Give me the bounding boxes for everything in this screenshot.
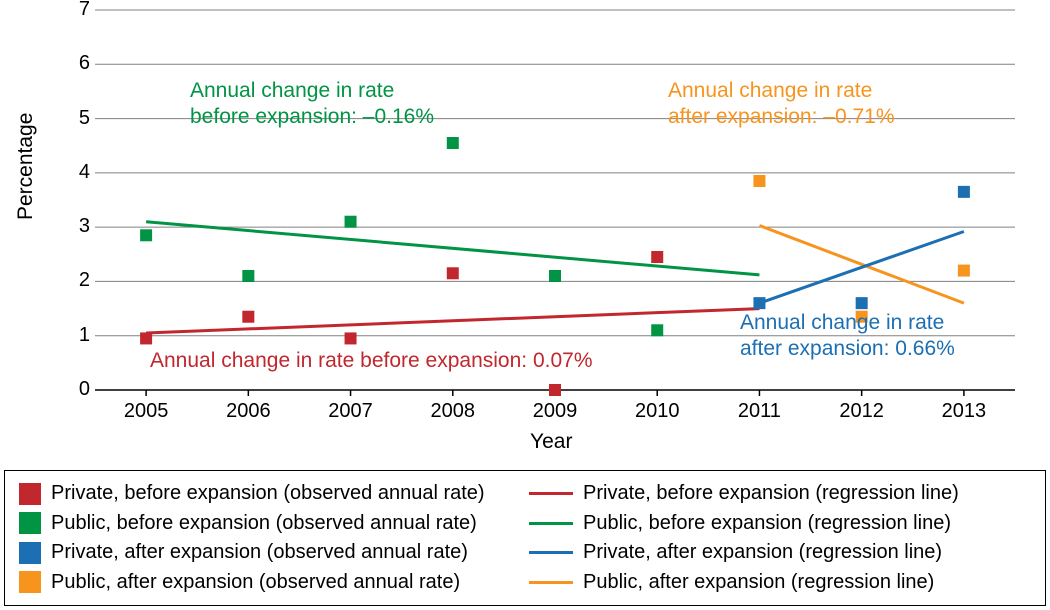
legend-square-icon (19, 512, 41, 534)
y-tick-label: 1 (60, 324, 90, 347)
x-tick-label: 2005 (116, 400, 176, 423)
x-tick-label: 2013 (934, 400, 994, 423)
point-public-before (651, 324, 663, 336)
legend-square-icon (19, 571, 41, 593)
annotation-ann-green: Annual change in rate before expansion: … (190, 78, 434, 131)
legend-label: Public, before expansion (regression lin… (583, 512, 951, 535)
x-tick-label: 2009 (525, 400, 585, 423)
x-tick-label: 2012 (832, 400, 892, 423)
point-public-before (549, 270, 561, 282)
legend-label: Public, after expansion (regression line… (583, 571, 934, 594)
legend-label: Private, before expansion (observed annu… (51, 482, 485, 505)
annotation-ann-red: Annual change in rate before expansion: … (150, 348, 593, 374)
point-private-after (753, 297, 765, 309)
chart-container: Percentage 0 1 2 3 4 5 6 7 2005 2006 2007 2008 2009… (0, 0, 1050, 460)
y-tick-label: 3 (60, 215, 90, 238)
legend-item: Public, after expansion (regression line… (529, 570, 1031, 596)
x-tick-label: 2011 (729, 400, 789, 423)
y-tick-label: 4 (60, 161, 90, 184)
legend-square-icon (19, 542, 41, 564)
legend-item: Private, after expansion (regression lin… (529, 540, 1031, 566)
y-tick-label: 6 (60, 52, 90, 75)
legend-line-icon (529, 522, 573, 525)
legend-item: Private, before expansion (regression li… (529, 481, 1031, 507)
legend-item: Public, after expansion (observed annual… (19, 570, 521, 596)
point-public-before (140, 229, 152, 241)
legend-square-icon (19, 483, 41, 505)
regline-public-before (146, 222, 759, 275)
legend-item: Private, before expansion (observed annu… (19, 481, 521, 507)
legend-label: Public, before expansion (observed annua… (51, 512, 477, 535)
legend-label: Private, after expansion (regression lin… (583, 541, 942, 564)
y-tick-label: 0 (60, 378, 90, 401)
x-tick-label: 2010 (627, 400, 687, 423)
legend-item: Public, before expansion (regression lin… (529, 511, 1031, 537)
legend-item: Public, before expansion (observed annua… (19, 511, 521, 537)
point-public-before (447, 137, 459, 149)
regline-private-before (146, 309, 759, 333)
point-private-before (242, 311, 254, 323)
x-tick-label: 2006 (218, 400, 278, 423)
y-axis-title: Percentage (14, 113, 38, 220)
point-private-before (549, 384, 561, 396)
legend-line-icon (529, 551, 573, 554)
point-public-before (345, 216, 357, 228)
point-private-before (651, 251, 663, 263)
y-tick-label: 2 (60, 269, 90, 292)
point-public-after (753, 175, 765, 187)
point-private-after (856, 297, 868, 309)
x-axis-title: Year (530, 430, 572, 454)
legend-label: Private, after expansion (observed annua… (51, 541, 468, 564)
point-private-after (958, 186, 970, 198)
y-tick-label: 5 (60, 107, 90, 130)
point-public-before (242, 270, 254, 282)
legend-box: Private, before expansion (observed annu… (4, 470, 1046, 606)
x-tick-label: 2007 (321, 400, 381, 423)
point-public-after (958, 265, 970, 277)
annotation-ann-blue: Annual change in rate after expansion: 0… (740, 310, 955, 363)
x-tick-label: 2008 (423, 400, 483, 423)
legend-label: Private, before expansion (regression li… (583, 482, 959, 505)
point-private-before (447, 267, 459, 279)
legend-item: Private, after expansion (observed annua… (19, 540, 521, 566)
legend-line-icon (529, 492, 573, 495)
legend-line-icon (529, 581, 573, 584)
point-private-before (345, 332, 357, 344)
legend-label: Public, after expansion (observed annual… (51, 571, 460, 594)
point-private-before (140, 332, 152, 344)
y-tick-label: 7 (60, 0, 90, 21)
annotation-ann-orange: Annual change in rate after expansion: –… (668, 78, 895, 131)
